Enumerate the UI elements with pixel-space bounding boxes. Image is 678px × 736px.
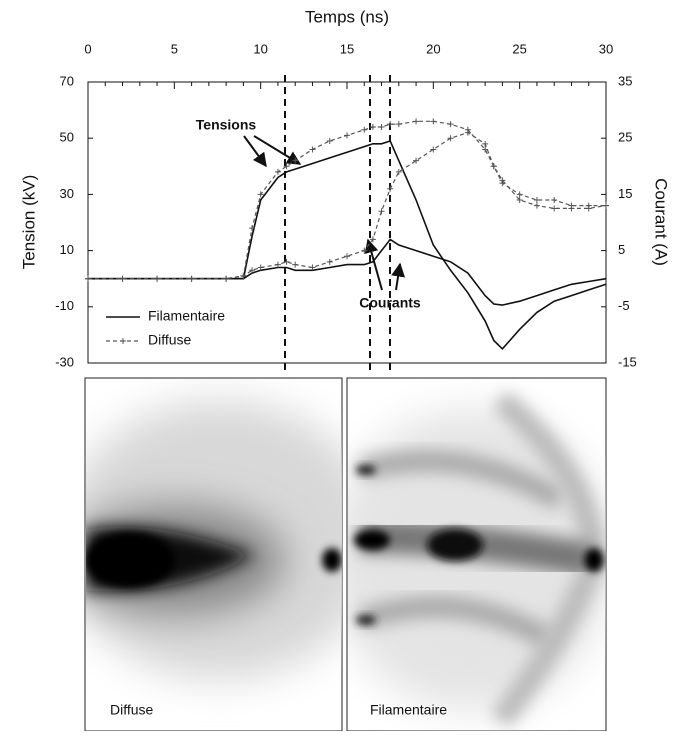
series-line [88, 120, 607, 280]
image-label: Filamentaire [370, 702, 447, 718]
series-marker [292, 157, 299, 164]
arrow [243, 135, 267, 168]
series-marker [568, 202, 575, 209]
y-axis-title: Tension (kV) [19, 175, 38, 269]
series-marker [482, 140, 489, 147]
y-tick-label: 50 [60, 130, 74, 145]
x-tick-label: 25 [512, 41, 526, 56]
x-tick-label: 15 [340, 41, 354, 56]
series-marker [430, 146, 437, 153]
y-tick-label: -30 [55, 354, 74, 369]
annotation: Courants [359, 295, 421, 311]
series-marker [387, 121, 394, 128]
image-panels: Diffuse Filamentaire [84, 377, 607, 732]
series-marker [413, 157, 420, 164]
x-tick-label: 5 [171, 41, 178, 56]
chart: Temps (ns) Tension (kV) Courant (A) Tens… [19, 7, 671, 375]
series-marker [490, 163, 497, 170]
series-marker [240, 272, 247, 279]
series-marker [482, 146, 489, 153]
series-marker [369, 123, 376, 130]
series-marker [378, 208, 385, 215]
series-marker [283, 258, 290, 265]
series-marker [603, 202, 609, 209]
series-marker [257, 191, 264, 198]
series-marker [413, 118, 420, 125]
legend-label: Filamentaire [148, 308, 225, 324]
series-marker [326, 258, 333, 265]
series-line [88, 131, 606, 280]
series-marker [274, 168, 281, 175]
series-marker [551, 197, 558, 204]
series-marker [249, 225, 256, 232]
y-tick-label: 70 [60, 73, 74, 88]
series-marker [188, 275, 195, 282]
series-marker [249, 267, 256, 274]
series-line [88, 140, 607, 351]
series-marker [395, 121, 402, 128]
y2-tick-label: 35 [618, 73, 632, 88]
y2-tick-label: 25 [618, 130, 632, 145]
x-axis-title: Temps (ns) [305, 7, 389, 26]
legend-swatch-marker [120, 338, 126, 344]
series-marker [369, 236, 376, 243]
series-marker [447, 135, 454, 142]
series-marker [533, 202, 540, 209]
series-marker [387, 185, 394, 192]
series-marker [154, 275, 161, 282]
series-marker [585, 202, 592, 209]
series-marker [395, 168, 402, 175]
series-marker [551, 205, 558, 212]
x-tick-label: 0 [84, 41, 91, 56]
series-marker [274, 261, 281, 268]
y2-axis-title: Courant (A) [652, 178, 671, 266]
arrow [391, 262, 406, 291]
arrow [253, 135, 302, 165]
y-tick-label: 10 [60, 242, 74, 257]
x-tick-label: 20 [426, 41, 440, 56]
series-marker [223, 275, 230, 282]
arrow [364, 238, 383, 291]
series-marker [283, 163, 290, 170]
series-marker [499, 180, 506, 187]
series-marker [292, 261, 299, 268]
y2-tick-label: -15 [618, 354, 637, 369]
series-marker [85, 275, 91, 282]
series-marker [430, 118, 437, 125]
x-tick-label: 10 [253, 41, 267, 56]
series-marker [344, 132, 350, 139]
y2-tick-label: 5 [618, 242, 625, 257]
y-tick-label: 30 [60, 186, 74, 201]
series-marker [119, 275, 126, 282]
y2-tick-label: -5 [618, 298, 630, 313]
series-marker [378, 123, 385, 130]
series-marker [326, 138, 333, 145]
series-marker [309, 146, 316, 153]
x-tick-label: 30 [599, 41, 613, 56]
series-marker [344, 253, 350, 260]
series-marker [464, 129, 471, 136]
series-marker [257, 264, 264, 271]
annotation: Tensions [196, 117, 257, 133]
series-marker [516, 197, 523, 204]
series-marker [447, 121, 454, 128]
series-line [88, 238, 607, 306]
legend-label: Diffuse [148, 332, 192, 348]
series-marker [516, 191, 523, 198]
image-label: Diffuse [110, 702, 154, 718]
series-marker [361, 247, 368, 254]
y2-tick-label: 15 [618, 186, 632, 201]
series-marker [361, 126, 368, 133]
series-marker [533, 197, 540, 204]
y-tick-label: -10 [55, 298, 74, 313]
series-marker [309, 264, 316, 271]
